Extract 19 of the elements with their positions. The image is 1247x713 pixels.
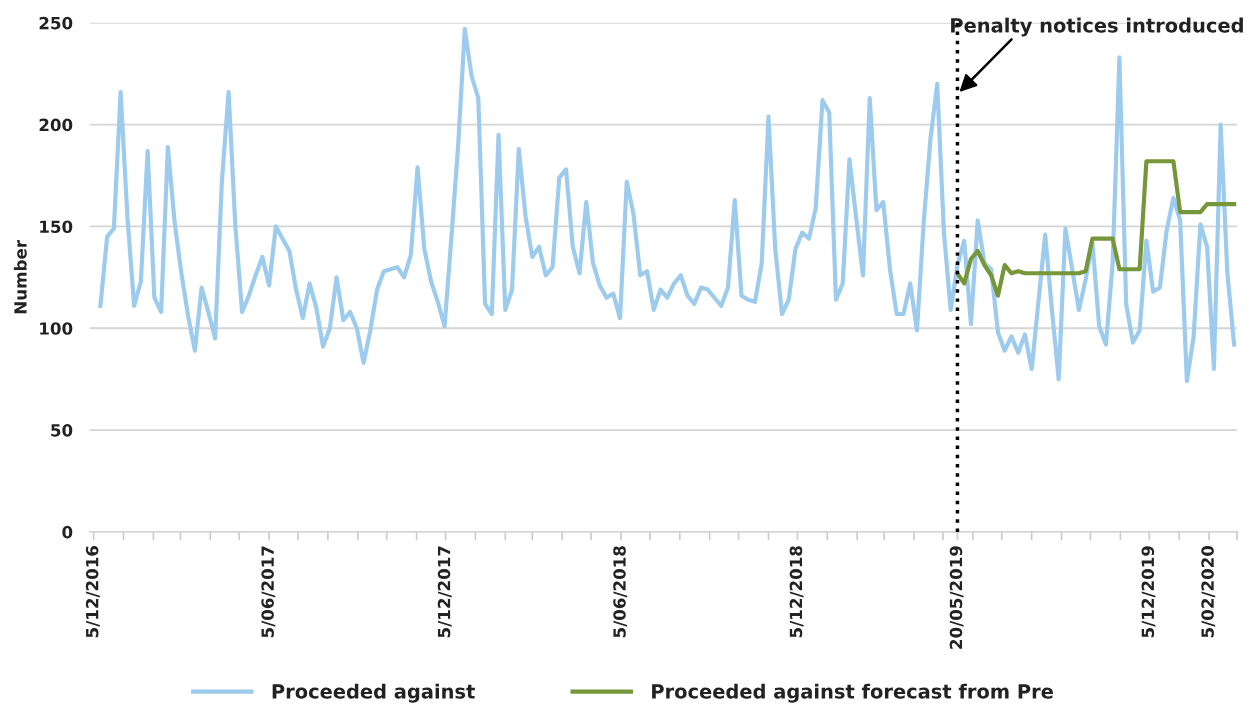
y-tick-label: 0 xyxy=(62,525,73,539)
y-axis-title: Number xyxy=(13,240,27,314)
x-tick-label: 5/12/2018 xyxy=(789,546,804,638)
x-tick-label: 5/02/2020 xyxy=(1201,545,1216,638)
y-tick-label: 50 xyxy=(51,424,73,437)
x-tick-label: 5/06/2017 xyxy=(261,546,276,638)
ref-line-label: Penalty notices introduced xyxy=(951,17,1243,37)
x-tick-label: 5/12/2019 xyxy=(1141,546,1156,638)
y-tick-label: 100 xyxy=(40,322,73,335)
y-tick-label: 250 xyxy=(39,16,73,30)
x-tick-label: 20/05/2019 xyxy=(949,546,964,649)
y-tick-label: 200 xyxy=(39,118,73,132)
legend-label: Proceeded against xyxy=(272,683,475,703)
legend-label: Proceeded against forecast from Pre xyxy=(652,683,1053,703)
x-tick-label: 5/12/2016 xyxy=(85,545,100,638)
x-tick-label: 5/12/2017 xyxy=(437,546,452,638)
y-tick-label: 150 xyxy=(40,220,73,234)
x-tick-label: 5/06/2018 xyxy=(613,546,628,638)
line-series xyxy=(955,159,1237,298)
